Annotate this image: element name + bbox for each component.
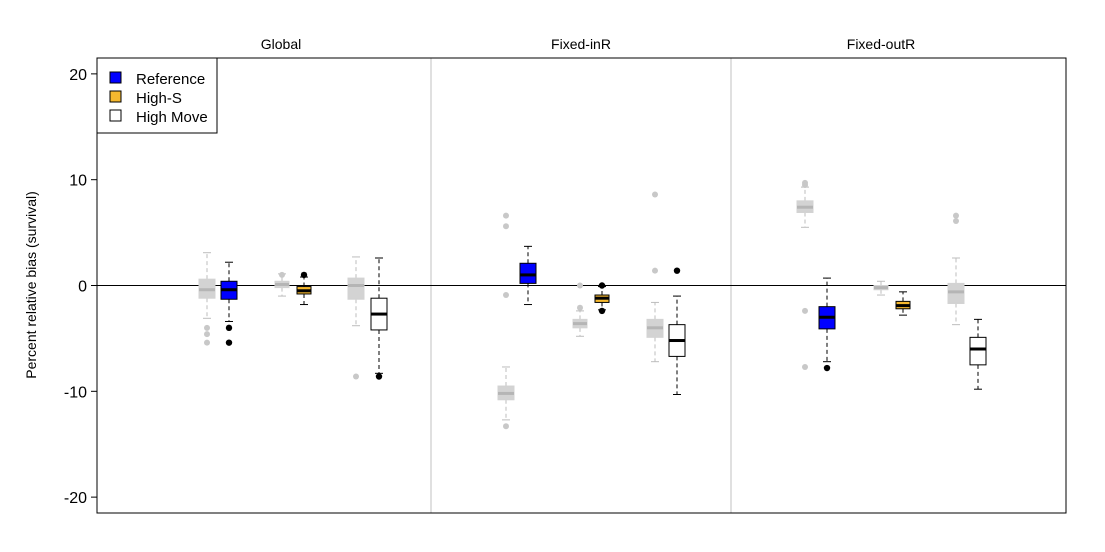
- outlier-point: [225, 324, 233, 332]
- box-iqr: [947, 282, 965, 304]
- box-iqr: [969, 336, 987, 366]
- outlier-point: [598, 307, 606, 315]
- legend-label-high-s: High-S: [136, 90, 182, 107]
- outlier-point: [802, 307, 808, 314]
- outlier-point: [673, 267, 681, 274]
- box-series: [198, 179, 987, 430]
- box-iqr: [347, 277, 365, 300]
- legend-swatch-reference: [109, 71, 122, 84]
- y-tick-label: 10: [69, 173, 87, 190]
- panel-title-fixed-outr: Fixed-outR: [847, 36, 915, 52]
- legend-swatch-high-move: [109, 109, 122, 122]
- outlier-point: [652, 191, 658, 198]
- outlier-point: [802, 179, 808, 186]
- outlier-point: [503, 223, 509, 230]
- outlier-point: [953, 217, 959, 224]
- outlier-point: [503, 292, 509, 299]
- outlier-point: [577, 282, 583, 289]
- plot-frame: [96, 57, 1067, 514]
- outlier-point: [652, 267, 658, 274]
- y-tick-label: 0: [78, 279, 87, 296]
- panel-title-fixed-inr: Fixed-inR: [551, 36, 611, 52]
- outlier-point: [598, 282, 606, 289]
- outlier-point: [353, 373, 359, 380]
- y-axis-label: Percent relative bias (survival): [23, 191, 39, 379]
- y-tick-label: 20: [69, 67, 87, 84]
- legend-swatch-high-s: [109, 90, 122, 103]
- y-axis: Percent relative bias (survival) -20 -10 0…: [23, 67, 97, 507]
- legend-label-high-move: High Move: [136, 109, 208, 126]
- outlier-point: [204, 324, 210, 331]
- outlier-point: [802, 363, 808, 370]
- outlier-point: [503, 212, 509, 219]
- y-tick-group: -20 -10 0 10 20: [64, 67, 97, 507]
- outlier-point: [577, 304, 583, 311]
- outlier-point: [225, 339, 233, 346]
- outlier-point: [823, 364, 831, 372]
- outlier-point: [503, 423, 509, 430]
- outlier-point: [375, 373, 383, 380]
- y-tick-label: -10: [64, 384, 87, 401]
- outlier-point: [953, 212, 959, 219]
- box-iqr: [519, 262, 537, 284]
- panel-title-global: Global: [261, 36, 301, 52]
- outlier-point: [204, 331, 210, 338]
- outlier-point: [279, 271, 285, 278]
- legend-label-reference: Reference: [136, 71, 205, 88]
- panel-titles: Global Fixed-inR Fixed-outR: [261, 36, 915, 52]
- plot-border: [96, 57, 1067, 514]
- outlier-point: [300, 271, 308, 279]
- legend: Reference High-S High Move: [96, 57, 218, 134]
- y-tick-label: -20: [64, 490, 87, 507]
- outlier-point: [204, 339, 210, 346]
